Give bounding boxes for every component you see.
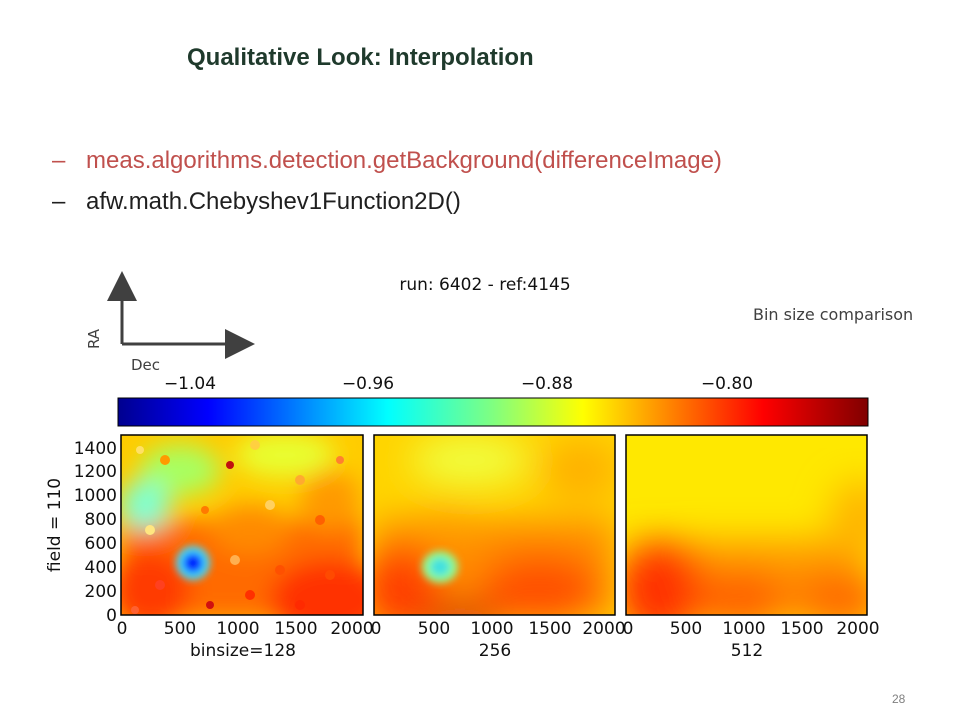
panel-label-128: binsize=128 <box>190 641 296 661</box>
x-tick: 0 <box>117 619 128 639</box>
x-tick: 2000 <box>582 619 625 639</box>
figure-title: run: 6402 - ref:4145 <box>399 275 570 295</box>
bullet-1: – meas.algorithms.detection.getBackground… <box>52 147 722 175</box>
bullet-2-text: afw.math.Chebyshev1Function2D() <box>86 188 461 215</box>
x-tick: 1500 <box>780 619 823 639</box>
x-tick: 0 <box>623 619 634 639</box>
colorbar <box>117 397 869 427</box>
panel-label-512: 512 <box>731 641 763 661</box>
x-tick: 2000 <box>836 619 879 639</box>
y-tick: 400 <box>85 558 117 578</box>
bullet-2: – afw.math.Chebyshev1Function2D() <box>52 188 461 216</box>
x-tick: 500 <box>670 619 702 639</box>
x-tick: 1000 <box>216 619 259 639</box>
y-ticks: 0 200 400 600 800 1000 1200 1400 <box>74 439 117 626</box>
y-tick: 800 <box>85 510 117 530</box>
x-tick: 500 <box>418 619 450 639</box>
x-tick: 1000 <box>470 619 513 639</box>
colorbar-tick: −1.04 <box>164 374 216 394</box>
x-tick: 1500 <box>274 619 317 639</box>
bin-size-note: Bin size comparison <box>753 305 914 324</box>
colorbar-tick: −0.96 <box>342 374 394 394</box>
slide-title: Qualitative Look: Interpolation <box>187 44 534 71</box>
colorbar-tick: −0.80 <box>701 374 753 394</box>
y-axis-label: field = 110 <box>45 478 65 572</box>
bullet-dash: – <box>52 188 66 215</box>
y-tick: 1200 <box>74 462 117 482</box>
panel-frame <box>120 434 364 616</box>
y-tick: 1000 <box>74 486 117 506</box>
dec-label: Dec <box>131 356 161 374</box>
colorbar-ticks: −1.04 −0.96 −0.88 −0.80 <box>164 374 753 394</box>
x-tick: 2000 <box>330 619 373 639</box>
x-ticks-panel-1: 0 500 1000 1500 2000 <box>117 619 374 639</box>
bullet-1-text: meas.algorithms.detection.getBackground(… <box>86 147 722 174</box>
bullet-dash: – <box>52 147 66 174</box>
x-ticks-panel-2: 0 500 1000 1500 2000 <box>371 619 626 639</box>
x-tick: 1000 <box>722 619 765 639</box>
x-ticks-panel-3: 0 500 1000 1500 2000 <box>623 619 880 639</box>
y-tick: 0 <box>106 606 117 626</box>
panel-frame <box>373 434 616 616</box>
bin-dots <box>131 440 344 614</box>
y-tick: 600 <box>85 534 117 554</box>
heatmap-panel-256 <box>374 435 615 615</box>
y-tick: 200 <box>85 582 117 602</box>
x-tick: 0 <box>371 619 382 639</box>
page-number: 28 <box>892 692 906 706</box>
panel-label-256: 256 <box>479 641 511 661</box>
panel-frame <box>625 434 868 616</box>
heatmap-panel-128 <box>121 435 363 615</box>
heatmap-panel-512 <box>626 435 867 615</box>
x-tick: 1500 <box>528 619 571 639</box>
y-tick: 1400 <box>74 439 117 459</box>
x-tick: 500 <box>164 619 196 639</box>
colorbar-tick: −0.88 <box>521 374 573 394</box>
